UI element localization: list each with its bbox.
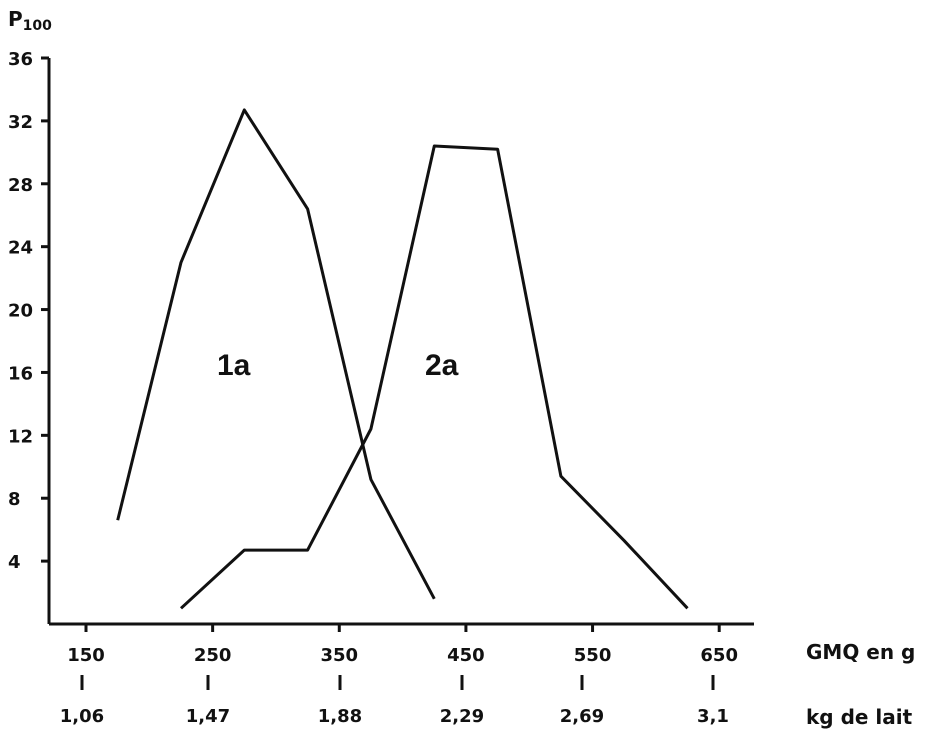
y-axis-title: P100 <box>8 7 52 34</box>
y-tick-label: 36 <box>8 49 33 70</box>
x-tick-label: 150 <box>67 645 105 666</box>
series-line-2a <box>179 144 689 610</box>
series-labels: 1a 2a <box>217 349 459 382</box>
x2-tick-label: 1,06 <box>60 706 104 727</box>
x-axis-title: GMQ en g <box>806 640 915 664</box>
y-tick-label: 28 <box>8 175 33 196</box>
series-label-2a: 2a <box>425 349 459 382</box>
y-tick-label: 24 <box>8 238 33 259</box>
y-tick-label: 16 <box>8 363 33 384</box>
y-tick-label: 32 <box>8 112 33 133</box>
y-tick-label: 20 <box>8 301 33 322</box>
x-axis-ticks: 150 250 350 450 550 650 <box>67 624 738 666</box>
x-tick-label: 650 <box>700 645 738 666</box>
series-layer <box>116 108 689 610</box>
x2-tick-label: 1,88 <box>318 706 362 727</box>
x-tick-label: 450 <box>447 645 485 666</box>
series-label-1a: 1a <box>217 349 251 382</box>
x2-tick-label: 1,47 <box>186 706 230 727</box>
x2-axis-title: kg de lait <box>806 705 913 729</box>
x2-tick-label: 3,1 <box>697 706 729 727</box>
y-tick-label: 12 <box>8 426 33 447</box>
series-line-1a <box>116 108 436 600</box>
x-tick-label: 350 <box>320 645 358 666</box>
x-tick-label: 550 <box>574 645 612 666</box>
y-axis-title-main: P <box>8 7 23 31</box>
y-tick-label: 8 <box>8 489 21 510</box>
y-axis-ticks: 4 8 12 16 20 24 28 32 36 <box>8 49 49 573</box>
y-axis-title-subscript: 100 <box>23 18 52 34</box>
x2-axis-ticks: 1,06 1,47 1,88 2,29 2,69 3,1 <box>60 675 729 727</box>
x2-tick-label: 2,69 <box>560 706 604 727</box>
y-tick-label: 4 <box>8 552 21 573</box>
x2-tick-label: 2,29 <box>440 706 484 727</box>
x-tick-label: 250 <box>194 645 232 666</box>
